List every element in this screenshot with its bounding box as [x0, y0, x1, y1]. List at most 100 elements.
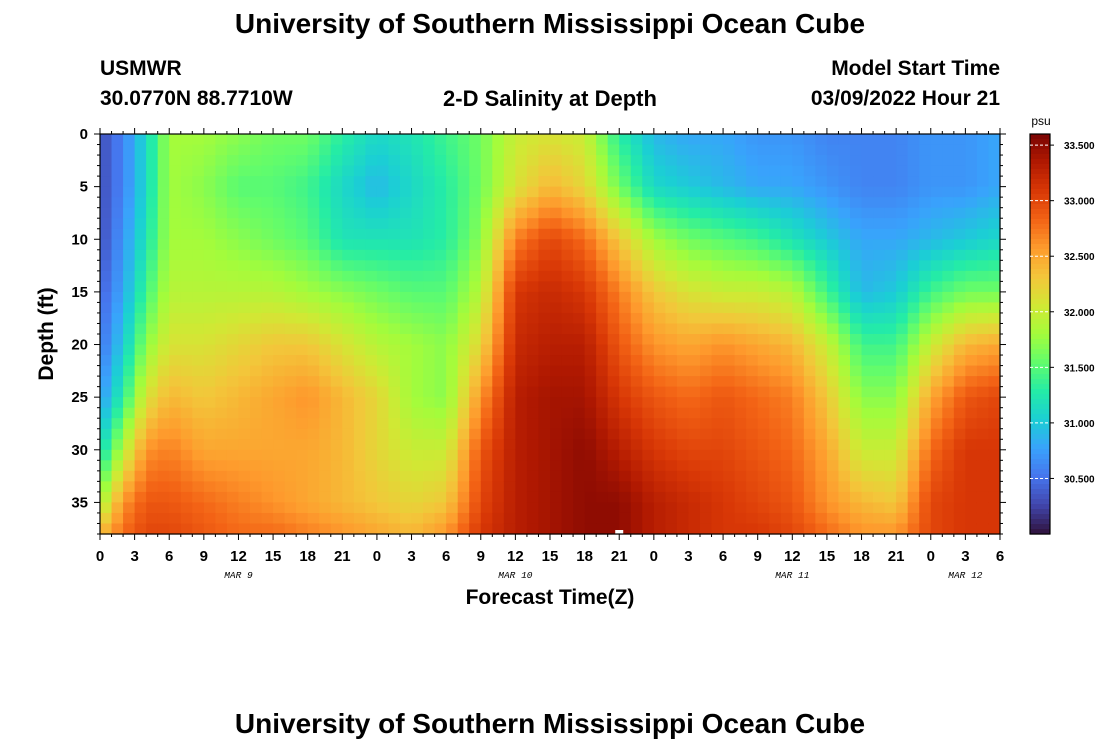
heatmap-cell: [550, 491, 563, 504]
heatmap-cell: [711, 291, 724, 304]
colorbar-segment: [1030, 314, 1050, 320]
heatmap-cell: [180, 323, 193, 335]
heatmap-cell: [515, 449, 528, 461]
colorbar-segment: [1030, 154, 1050, 160]
heatmap-cell: [538, 270, 551, 282]
heatmap-cell: [769, 334, 782, 346]
heatmap-cell: [503, 397, 516, 409]
heatmap-cell: [919, 270, 932, 282]
x-tick-label: 15: [819, 548, 836, 565]
x-tick-label: 6: [442, 548, 450, 565]
heatmap-cell: [757, 481, 770, 493]
heatmap-cell: [515, 523, 528, 535]
heatmap-cell: [619, 481, 632, 493]
heatmap-cell: [446, 291, 459, 304]
heatmap-cell: [688, 418, 701, 430]
heatmap-cell: [676, 481, 690, 493]
heatmap-cell: [296, 291, 309, 304]
heatmap-cell: [861, 418, 874, 430]
heatmap-cell: [446, 428, 459, 440]
heatmap-cell: [873, 470, 886, 482]
heatmap-cell: [919, 281, 932, 293]
heatmap-cell: [780, 355, 793, 367]
heatmap-cell: [884, 523, 897, 535]
heatmap-cell: [423, 502, 436, 514]
heatmap-cell: [134, 344, 147, 356]
heatmap-cell: [965, 176, 978, 188]
heatmap-cell: [319, 323, 332, 335]
heatmap-cell: [503, 334, 516, 346]
heatmap-cell: [584, 365, 597, 377]
heatmap-cell: [734, 207, 747, 219]
heatmap-cell: [111, 407, 124, 419]
heatmap-cell: [734, 481, 747, 493]
heatmap-cell: [550, 428, 563, 440]
heatmap-cell: [457, 344, 470, 356]
heatmap-cell: [953, 270, 966, 282]
heatmap-cell: [480, 207, 493, 219]
heatmap-cell: [423, 365, 436, 377]
heatmap-cell: [746, 260, 759, 272]
heatmap-cell: [111, 439, 124, 451]
heatmap-cell: [134, 470, 147, 482]
heatmap-cell: [503, 407, 516, 419]
heatmap-cell: [723, 344, 736, 356]
heatmap-cell: [919, 165, 932, 177]
heatmap-cell: [215, 197, 228, 209]
heatmap-cell: [676, 165, 690, 177]
heatmap-cell: [515, 418, 528, 430]
heatmap-cell: [642, 502, 655, 514]
colorbar-segment: [1030, 169, 1050, 175]
heatmap-cell: [411, 281, 424, 293]
heatmap-cell: [746, 418, 759, 430]
heatmap-cell: [688, 207, 701, 219]
heatmap-cell: [573, 418, 586, 430]
heatmap-cell: [388, 218, 401, 230]
heatmap-cell: [284, 165, 297, 177]
heatmap-cell: [492, 155, 505, 167]
heatmap-cell: [700, 523, 713, 535]
heatmap-cell: [561, 218, 574, 230]
heatmap-cell: [907, 260, 920, 272]
heatmap-cell: [180, 134, 193, 146]
heatmap-cell: [873, 218, 886, 230]
heatmap-cell: [538, 239, 551, 251]
heatmap-cell: [642, 165, 655, 177]
heatmap-cell: [665, 418, 678, 430]
heatmap-cell: [953, 323, 966, 335]
heatmap-cell: [226, 481, 240, 493]
heatmap-cell: [434, 344, 447, 356]
heatmap-cell: [642, 376, 655, 388]
heatmap-cell: [780, 218, 793, 230]
heatmap-cell: [342, 491, 355, 504]
heatmap-cell: [584, 291, 597, 304]
heatmap-cell: [203, 218, 216, 230]
heatmap-cell: [342, 344, 355, 356]
colorbar-segment: [1030, 229, 1050, 235]
heatmap-cell: [307, 239, 320, 251]
heatmap-cell: [884, 270, 897, 282]
heatmap-cell: [457, 260, 470, 272]
heatmap-cell: [469, 260, 482, 272]
heatmap-cell: [423, 407, 436, 419]
heatmap-cell: [492, 502, 505, 514]
colorbar-segment: [1030, 134, 1050, 140]
heatmap-cell: [919, 323, 932, 335]
heatmap-cell: [100, 207, 113, 219]
heatmap-cell: [353, 207, 366, 219]
heatmap-cell: [215, 312, 228, 325]
heatmap-cell: [226, 144, 240, 156]
heatmap-cell: [965, 407, 978, 419]
heatmap-cell: [850, 144, 863, 156]
heatmap-cell: [826, 165, 840, 177]
heatmap-cell: [515, 249, 528, 261]
heatmap-cell: [884, 302, 897, 314]
heatmap-cell: [503, 502, 516, 514]
heatmap-cell: [538, 176, 551, 188]
heatmap-cell: [861, 523, 874, 535]
heatmap-cell: [723, 302, 736, 314]
heatmap-cell: [665, 397, 678, 409]
heatmap-cell: [976, 239, 990, 251]
heatmap-cell: [584, 249, 597, 261]
heatmap-cell: [769, 291, 782, 304]
